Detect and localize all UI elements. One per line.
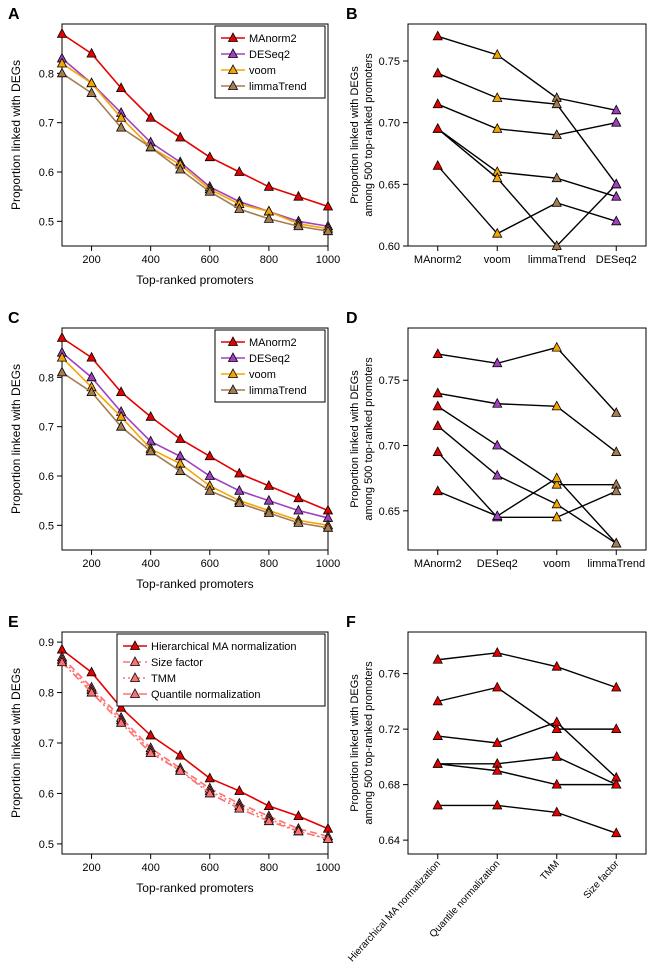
svg-text:1000: 1000 — [316, 862, 340, 874]
svg-text:Proportion linked with DEGs: Proportion linked with DEGs — [349, 370, 361, 508]
svg-text:0.60: 0.60 — [379, 241, 400, 253]
svg-text:200: 200 — [82, 558, 100, 570]
svg-text:0.6: 0.6 — [39, 471, 54, 483]
svg-text:Size factor: Size factor — [151, 657, 203, 669]
svg-text:0.75: 0.75 — [379, 56, 400, 68]
svg-text:0.70: 0.70 — [379, 118, 400, 130]
svg-text:voom: voom — [249, 369, 276, 381]
chart-e: 200 400 600 800 1000 0.5 0.6 0.7 0.8 0.9 Top-ranke… — [0, 618, 340, 914]
svg-text:800: 800 — [260, 558, 278, 570]
chart-d: 0.65 0.70 0.75 MAnorm2 DESeq2 voom limmaTrend P… — [340, 314, 659, 610]
svg-text:Top-ranked promoters: Top-ranked promoters — [136, 577, 253, 591]
svg-text:among 500 top-ranked promoters: among 500 top-ranked promoters — [363, 661, 375, 825]
svg-text:600: 600 — [201, 254, 219, 266]
svg-text:0.5: 0.5 — [39, 520, 54, 532]
svg-text:0.6: 0.6 — [39, 788, 54, 800]
svg-text:MAnorm2: MAnorm2 — [414, 558, 462, 570]
chart-c: 200 400 600 800 1000 0.5 0.6 0.7 0.8 Top-ranked p… — [0, 314, 340, 610]
svg-text:0.65: 0.65 — [379, 506, 400, 518]
svg-text:limmaTrend: limmaTrend — [528, 254, 586, 266]
chart-b: 0.60 0.65 0.70 0.75 MAnorm2 voom limmaTrend DES… — [340, 10, 659, 306]
svg-text:400: 400 — [141, 862, 159, 874]
svg-text:among 500 top-ranked promoters: among 500 top-ranked promoters — [363, 357, 375, 521]
svg-text:MAnorm2: MAnorm2 — [414, 254, 462, 266]
svg-text:limmaTrend: limmaTrend — [249, 385, 307, 397]
svg-text:TMM: TMM — [539, 859, 562, 883]
svg-text:DESeq2: DESeq2 — [596, 254, 637, 266]
svg-text:MAnorm2: MAnorm2 — [249, 337, 297, 349]
svg-text:0.64: 0.64 — [379, 835, 400, 847]
svg-text:Hierarchical MA normalization: Hierarchical MA normalization — [346, 859, 443, 965]
svg-text:limmaTrend: limmaTrend — [249, 81, 307, 93]
svg-text:0.72: 0.72 — [379, 724, 400, 736]
svg-text:0.7: 0.7 — [39, 422, 54, 434]
svg-text:DESeq2: DESeq2 — [249, 49, 290, 61]
svg-text:400: 400 — [141, 254, 159, 266]
svg-text:1000: 1000 — [316, 558, 340, 570]
svg-text:0.8: 0.8 — [39, 372, 54, 384]
svg-text:Quantile normalization: Quantile normalization — [428, 859, 503, 940]
svg-text:0.76: 0.76 — [379, 669, 400, 681]
svg-text:0.7: 0.7 — [39, 738, 54, 750]
svg-text:TMM: TMM — [151, 673, 176, 685]
svg-text:limmaTrend: limmaTrend — [587, 558, 645, 570]
svg-text:0.5: 0.5 — [39, 839, 54, 851]
svg-text:Proportion linked with DEGs: Proportion linked with DEGs — [349, 66, 361, 204]
svg-text:200: 200 — [82, 254, 100, 266]
svg-text:0.8: 0.8 — [39, 68, 54, 80]
svg-text:800: 800 — [260, 254, 278, 266]
svg-text:Size factor: Size factor — [582, 858, 622, 901]
svg-text:Top-ranked promoters: Top-ranked promoters — [136, 273, 253, 287]
svg-text:0.9: 0.9 — [39, 637, 54, 649]
svg-text:Quantile normalization: Quantile normalization — [151, 689, 260, 701]
svg-text:200: 200 — [82, 862, 100, 874]
chart-a: 200 400 600 800 1000 0.5 0.6 0.7 0.8 Top-ranked p… — [0, 10, 340, 306]
svg-text:among 500 top-ranked promoters: among 500 top-ranked promoters — [363, 53, 375, 217]
svg-text:800: 800 — [260, 862, 278, 874]
svg-text:600: 600 — [201, 862, 219, 874]
svg-text:1000: 1000 — [316, 254, 340, 266]
svg-text:Proportion linked with DEGs: Proportion linked with DEGs — [9, 60, 23, 210]
svg-text:0.68: 0.68 — [379, 780, 400, 792]
svg-text:0.8: 0.8 — [39, 688, 54, 700]
svg-text:0.70: 0.70 — [379, 441, 400, 453]
svg-text:0.5: 0.5 — [39, 216, 54, 228]
svg-text:600: 600 — [201, 558, 219, 570]
svg-text:Proportion linked with DEGs: Proportion linked with DEGs — [9, 364, 23, 514]
svg-text:Hierarchical MA normalization: Hierarchical MA normalization — [151, 641, 297, 653]
svg-text:Proportion linked with DEGs: Proportion linked with DEGs — [349, 674, 361, 812]
svg-text:0.7: 0.7 — [39, 118, 54, 130]
svg-text:Proportion linked with DEGs: Proportion linked with DEGs — [9, 668, 23, 818]
svg-text:voom: voom — [484, 254, 511, 266]
svg-text:voom: voom — [543, 558, 570, 570]
svg-text:400: 400 — [141, 558, 159, 570]
svg-text:DESeq2: DESeq2 — [477, 558, 518, 570]
svg-text:0.75: 0.75 — [379, 375, 400, 387]
svg-text:DESeq2: DESeq2 — [249, 353, 290, 365]
svg-text:MAnorm2: MAnorm2 — [249, 33, 297, 45]
svg-text:Top-ranked promoters: Top-ranked promoters — [136, 881, 253, 895]
chart-f: 0.64 0.68 0.72 0.76 Hierarchical MA normaliz… — [340, 618, 659, 973]
svg-text:0.6: 0.6 — [39, 167, 54, 179]
svg-text:0.65: 0.65 — [379, 179, 400, 191]
svg-text:voom: voom — [249, 65, 276, 77]
